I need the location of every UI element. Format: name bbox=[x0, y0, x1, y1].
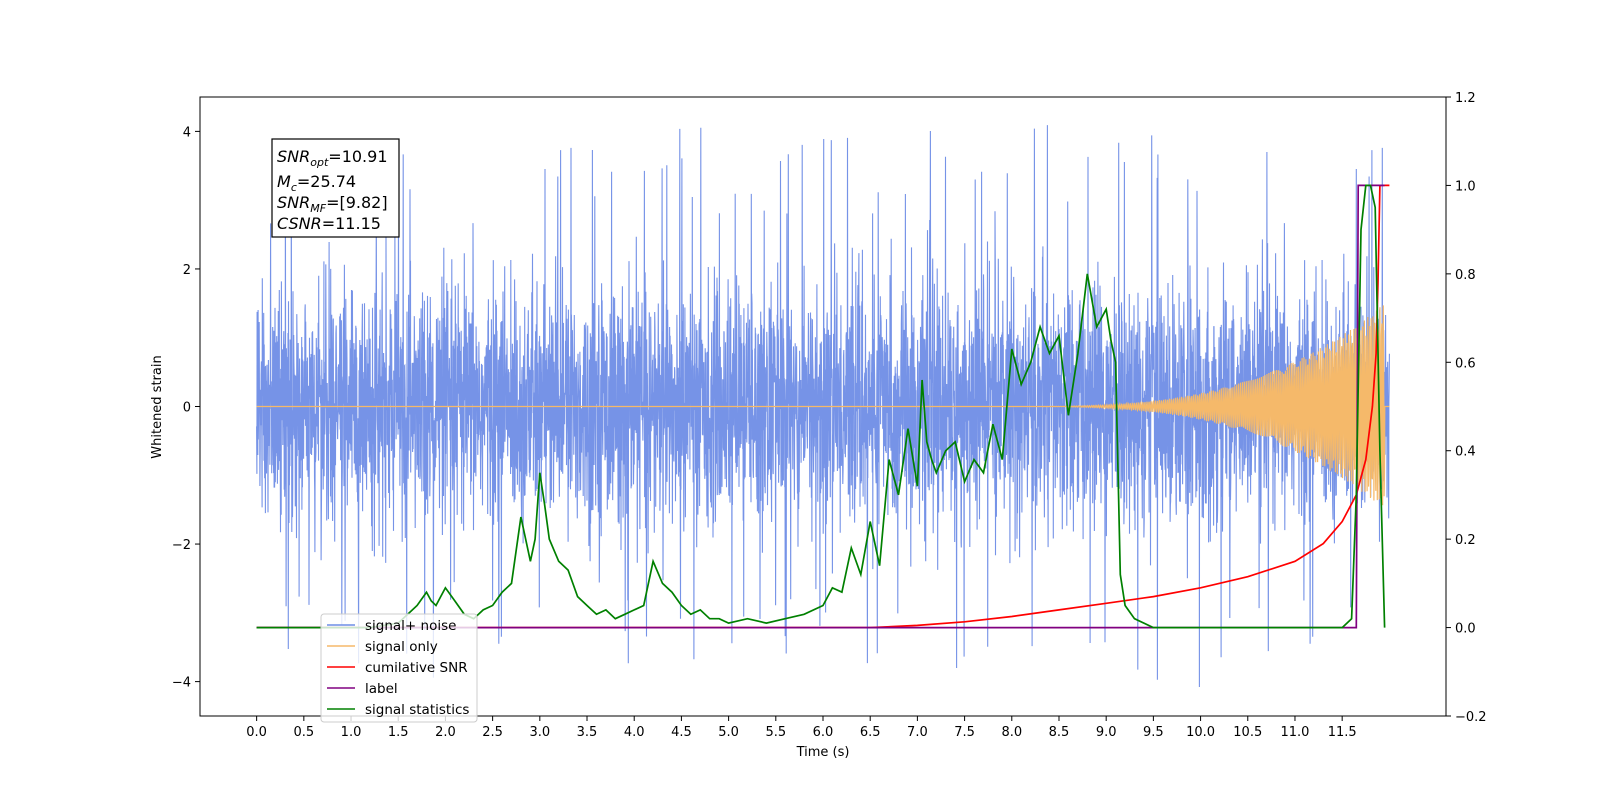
series-signal-only bbox=[256, 305, 1390, 506]
y-tick-label: 2 bbox=[183, 263, 191, 278]
y-right-tick-label: 0.8 bbox=[1455, 268, 1476, 283]
plot-area bbox=[256, 125, 1390, 688]
x-tick-label: 7.5 bbox=[954, 725, 975, 740]
x-tick-label: 11.5 bbox=[1328, 725, 1357, 740]
x-tick-label: 11.0 bbox=[1280, 725, 1309, 740]
y-tick-label: 0 bbox=[183, 401, 191, 416]
legend-item-signal-only: signal only bbox=[327, 639, 438, 655]
legend-label-signal-noise: signal+ noise bbox=[365, 618, 456, 634]
y-tick-label: 4 bbox=[183, 125, 191, 140]
x-tick-label: 5.5 bbox=[765, 725, 786, 740]
y-right-tick-label: 0.4 bbox=[1455, 445, 1476, 460]
x-tick-label: 9.5 bbox=[1143, 725, 1164, 740]
legend-label-cumulative-snr: cumilative SNR bbox=[365, 660, 468, 676]
x-tick-label: 9.0 bbox=[1096, 725, 1117, 740]
y-right-tick-label: 1.0 bbox=[1455, 179, 1476, 194]
x-tick-label: 3.5 bbox=[577, 725, 598, 740]
legend: signal+ noise signal only cumilative SNR… bbox=[320, 613, 478, 723]
legend-item-cumulative-snr: cumilative SNR bbox=[327, 660, 468, 676]
x-tick-label: 6.5 bbox=[860, 725, 881, 740]
legend-item-signal-noise: signal+ noise bbox=[327, 618, 456, 634]
x-tick-label: 3.0 bbox=[529, 725, 550, 740]
x-tick-label: 8.0 bbox=[1001, 725, 1022, 740]
y-right-tick-label: 1.2 bbox=[1455, 91, 1476, 106]
x-tick-label: 10.5 bbox=[1233, 725, 1262, 740]
x-tick-label: 0.0 bbox=[246, 725, 267, 740]
annotation-snr-mf: SNRMF=[9.82] bbox=[277, 193, 388, 215]
x-tick-label: 6.0 bbox=[813, 725, 834, 740]
signal-statistics-line bbox=[256, 184, 1386, 629]
y-right-tick-label: 0.6 bbox=[1455, 356, 1476, 371]
series-signal-statistics bbox=[256, 184, 1386, 629]
x-tick-label: 0.5 bbox=[293, 725, 314, 740]
annotation-csnr: CSNR=11.15 bbox=[277, 214, 381, 233]
x-axis-label: Time (s) bbox=[796, 745, 850, 760]
x-tick-label: 8.5 bbox=[1049, 725, 1070, 740]
y-right-tick-label: −0.2 bbox=[1455, 710, 1487, 725]
annotation-box: SNRopt=10.91 Mc=25.74 SNRMF=[9.82] CSNR=… bbox=[271, 138, 400, 238]
y-right-tick-label: 0.0 bbox=[1455, 622, 1476, 637]
x-axis: 0.0 0.5 1.0 1.5 2.0 2.5 3.0 3.5 4.0 4.5 5.0 5.5 6.0 6… bbox=[246, 716, 1357, 740]
y-right-tick-label: 0.2 bbox=[1455, 533, 1476, 548]
annotation-frame bbox=[271, 138, 400, 238]
y-tick-label: −4 bbox=[172, 676, 191, 691]
x-tick-label: 7.0 bbox=[907, 725, 928, 740]
x-tick-label: 4.5 bbox=[671, 725, 692, 740]
x-tick-label: 10.0 bbox=[1186, 725, 1215, 740]
y-tick-label: −2 bbox=[172, 538, 191, 553]
legend-item-signal-statistics: signal statistics bbox=[327, 702, 469, 718]
legend-label-label: label bbox=[365, 681, 398, 697]
legend-item-label: label bbox=[327, 681, 398, 697]
x-tick-label: 2.5 bbox=[482, 725, 503, 740]
annotation-snr-opt: SNRopt=10.91 bbox=[277, 147, 388, 169]
y-axis-label: Whitened strain bbox=[150, 355, 165, 458]
signal-only-line bbox=[256, 305, 1390, 506]
legend-label-signal-statistics: signal statistics bbox=[365, 702, 469, 718]
x-tick-label: 2.0 bbox=[435, 725, 456, 740]
legend-frame bbox=[320, 613, 478, 723]
x-tick-label: 5.0 bbox=[718, 725, 739, 740]
x-tick-label: 1.0 bbox=[341, 725, 362, 740]
x-tick-label: 1.5 bbox=[388, 725, 409, 740]
x-tick-label: 4.0 bbox=[624, 725, 645, 740]
y-axis-right: −0.2 0.0 0.2 0.4 0.6 0.8 1.0 1.2 bbox=[1446, 91, 1487, 725]
annotation-mc: Mc=25.74 bbox=[277, 172, 356, 194]
y-axis-left: −4 −2 0 2 4 bbox=[172, 125, 200, 691]
legend-label-signal-only: signal only bbox=[365, 639, 438, 655]
